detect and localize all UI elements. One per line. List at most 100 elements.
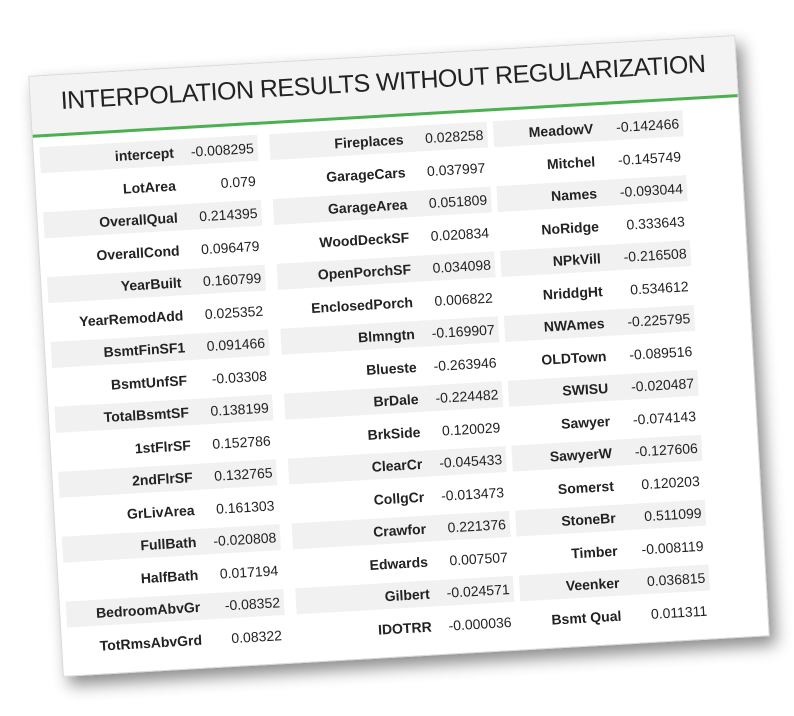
- coef-name: BsmtUnfSF: [110, 372, 188, 393]
- coef-name: Bsmt Qual: [550, 607, 622, 628]
- coef-name: Mitchel: [546, 153, 596, 172]
- coef-name: FullBath: [61, 528, 206, 563]
- coef-name: Blueste: [365, 358, 418, 378]
- coef-value: -0.142466: [600, 110, 684, 142]
- coef-name: CollgCr: [373, 488, 425, 508]
- coef-name: TotalBsmtSF: [54, 398, 198, 434]
- results-card: INTERPOLATION RESULTS WITHOUT REGULARIZA…: [28, 35, 770, 677]
- coef-value: -0.074143: [632, 407, 697, 428]
- coef-value: -0.020808: [203, 524, 281, 555]
- coef-name: Edwards: [369, 553, 429, 573]
- coef-name: Veenker: [518, 569, 629, 602]
- coef-value: 0.036815: [626, 564, 711, 596]
- coef-name: GrLivArea: [126, 501, 195, 522]
- coef-name: HalfBath: [140, 566, 199, 586]
- coef-name: YearBuilt: [46, 269, 191, 304]
- coef-value: -0.089516: [628, 342, 693, 363]
- coef-value: -0.045433: [429, 446, 507, 477]
- coef-name: StoneBr: [515, 504, 625, 537]
- coef-name: Names: [496, 180, 606, 213]
- coef-name: 1stFlrSF: [134, 436, 192, 457]
- coef-value: -0.216508: [607, 240, 692, 271]
- coef-value: -0.093044: [604, 175, 688, 207]
- coef-name: BrkSide: [367, 423, 421, 443]
- coef-name: Timber: [570, 542, 619, 562]
- coef-value: -0.03308: [211, 367, 268, 387]
- coef-name: Gilbert: [295, 580, 439, 615]
- card-title: INTERPOLATION RESULTS WITHOUT REGULARIZA…: [59, 49, 707, 116]
- coef-value: 0.096479: [200, 237, 260, 257]
- coef-value: 0.160799: [188, 264, 267, 296]
- coef-value: -0.263946: [433, 354, 497, 374]
- coef-value: -0.024571: [436, 576, 515, 607]
- coef-value: -0.000036: [448, 613, 512, 634]
- coef-name: ClearCr: [287, 450, 431, 485]
- coef-name: Sawyer: [560, 412, 611, 432]
- coef-name: SawyerW: [511, 439, 621, 472]
- coef-name: EnclosedPorch: [310, 293, 414, 316]
- coef-value: 0.152786: [211, 432, 272, 452]
- coef-name: NriddgHt: [542, 282, 604, 303]
- coef-value: -0.008295: [181, 135, 259, 166]
- coef-value: 0.120203: [640, 472, 701, 492]
- coef-name: BedroomAbvGr: [65, 593, 209, 628]
- coef-name: BrDale: [283, 385, 428, 420]
- coef-value: 0.511099: [622, 499, 707, 531]
- coef-name: Blmngtn: [280, 320, 424, 355]
- coef-name: Fireplaces: [269, 126, 413, 161]
- coef-value: 0.079: [220, 172, 257, 191]
- coef-name: NPkVill: [500, 245, 610, 278]
- coef-column-2: Fireplaces 0.028258 GarageCars 0.037997 Gara…: [269, 119, 517, 651]
- coef-name: 2ndFlrSF: [58, 463, 202, 499]
- coef-value: 0.091466: [192, 329, 270, 361]
- coef-value: 0.007507: [448, 548, 509, 569]
- coef-name: NoRidge: [540, 218, 600, 238]
- coef-name: IDOTRR: [377, 618, 433, 638]
- coef-value: -0.224482: [425, 381, 504, 412]
- coef-name: SWISU: [507, 374, 617, 407]
- coef-value: 0.011311: [650, 602, 708, 622]
- coef-value: -0.127606: [619, 434, 703, 466]
- coef-value: 0.020834: [430, 224, 490, 244]
- coef-value: 0.017194: [219, 562, 279, 582]
- coef-value: -0.169907: [422, 316, 500, 347]
- coef-value: -0.08352: [207, 589, 285, 620]
- coef-value: 0.214395: [184, 199, 263, 231]
- coef-name: OLDTown: [540, 347, 607, 368]
- coef-value: 0.006822: [434, 289, 494, 309]
- coef-name: WoodDeckSF: [318, 228, 410, 251]
- coef-name: GarageCars: [325, 164, 406, 185]
- coef-name: NWAmes: [503, 309, 614, 343]
- coef-value: 0.025352: [204, 302, 264, 322]
- coef-value: -0.020487: [615, 370, 699, 401]
- coef-column-1: intercept -0.008295 LotArea 0.079 OverallQua…: [39, 132, 287, 664]
- coef-name: OpenPorchSF: [276, 255, 420, 291]
- coef-value: -0.145749: [617, 148, 682, 168]
- coef-value: 0.534612: [629, 277, 689, 298]
- coef-name: BsmtFinSF1: [50, 334, 194, 369]
- coef-column-3: MeadowV -0.142466 Mitchel -0.145749 Names -0.…: [492, 107, 712, 637]
- coef-value: 0.051809: [414, 186, 492, 218]
- coef-value: 0.120029: [441, 419, 501, 439]
- coef-value: 0.037997: [426, 159, 486, 179]
- coef-name: GarageArea: [272, 191, 417, 226]
- coef-value: 0.034098: [418, 251, 496, 282]
- coef-value: 0.028258: [410, 121, 489, 153]
- coef-name: OverallQual: [43, 204, 187, 239]
- coef-name: MeadowV: [492, 115, 602, 148]
- coef-name: TotRmsAbvGrd: [99, 631, 203, 654]
- coef-name: YearRemodAdd: [78, 307, 184, 330]
- coef-value: 0.161303: [215, 497, 275, 517]
- coef-name: Somerst: [557, 477, 615, 497]
- coef-value: 0.08322: [230, 626, 283, 646]
- coef-name: LotArea: [122, 177, 177, 197]
- coef-name: OverallCond: [95, 242, 181, 263]
- coef-value: 0.221376: [433, 511, 511, 542]
- coef-name: Crawfor: [291, 515, 435, 550]
- coef-value: -0.225795: [611, 305, 696, 336]
- coef-name: intercept: [39, 139, 183, 174]
- coef-value: -0.013473: [440, 483, 505, 504]
- coef-value: 0.333643: [625, 213, 686, 233]
- coef-value: 0.132765: [199, 459, 278, 490]
